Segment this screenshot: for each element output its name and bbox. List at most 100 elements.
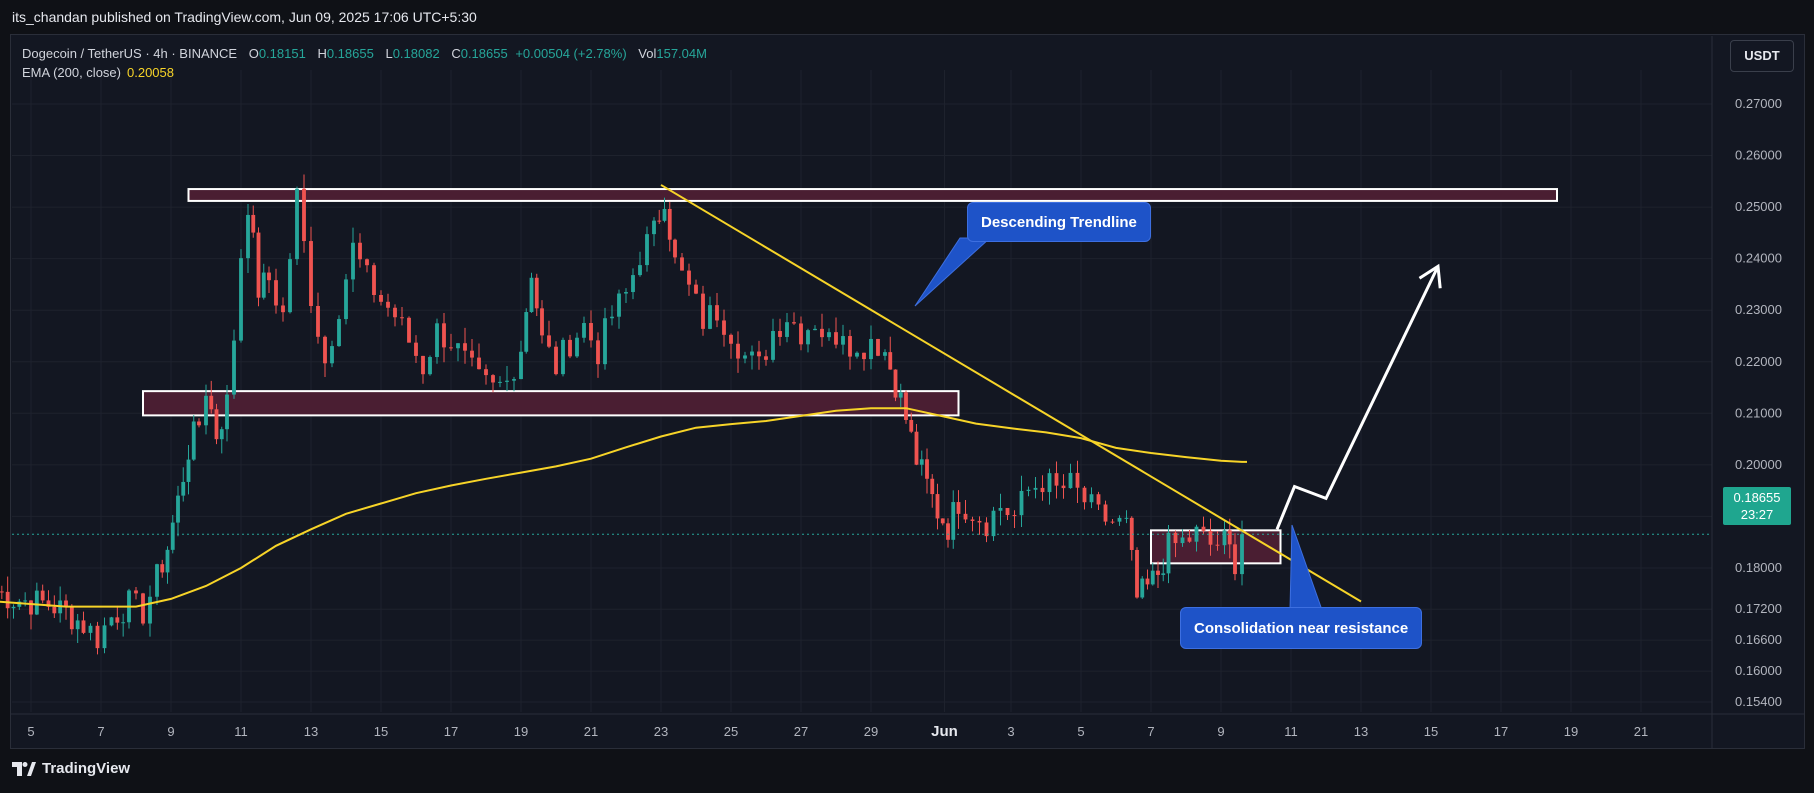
candle-up bbox=[951, 490, 956, 549]
candle-body bbox=[534, 277, 539, 309]
candle-down bbox=[834, 317, 838, 349]
candle-body bbox=[1096, 494, 1101, 505]
callout-descending-trendline[interactable]: Descending Trendline bbox=[967, 202, 1151, 242]
candle-up bbox=[771, 318, 775, 363]
candle-body bbox=[165, 549, 170, 573]
candle-body bbox=[554, 346, 558, 375]
callout-consolidation[interactable]: Consolidation near resistance bbox=[1180, 607, 1423, 649]
candle-down bbox=[470, 339, 474, 367]
candle-down bbox=[1227, 518, 1232, 559]
candle-body bbox=[344, 279, 348, 320]
candle-body bbox=[40, 590, 45, 601]
candle-down bbox=[715, 292, 719, 328]
candle-down bbox=[673, 238, 677, 264]
x-axis: 5 7 9 11 13 15 17 19 21 23 25 27 29 Jun 3 5 7 9 11 13 15 17 19… bbox=[27, 723, 1648, 740]
candle-up bbox=[232, 329, 236, 399]
candle-body bbox=[813, 328, 817, 331]
candle-body bbox=[421, 355, 425, 375]
candle-up bbox=[1150, 562, 1155, 586]
candle-body bbox=[88, 625, 93, 633]
candle-up bbox=[435, 318, 439, 364]
candle-body bbox=[757, 351, 761, 357]
candle-body bbox=[5, 591, 10, 609]
candle-down bbox=[400, 307, 404, 326]
candle-up bbox=[1140, 576, 1145, 599]
candle-down bbox=[81, 611, 86, 635]
candle-body bbox=[505, 380, 509, 382]
y-tick-label: 0.17200 bbox=[1735, 601, 1782, 616]
candle-body bbox=[722, 320, 726, 335]
candle-down bbox=[589, 310, 593, 348]
candle-body bbox=[1129, 517, 1134, 550]
candle-down bbox=[267, 266, 271, 293]
candle-body bbox=[407, 317, 411, 343]
candle-up bbox=[11, 604, 16, 619]
candle-up bbox=[1222, 520, 1227, 555]
candle-body bbox=[170, 522, 175, 550]
candle-up bbox=[1047, 468, 1052, 505]
candle-body bbox=[1012, 515, 1017, 517]
x-tick-label: 19 bbox=[1564, 724, 1578, 739]
candle-body bbox=[1145, 578, 1150, 585]
candle-body bbox=[176, 495, 180, 523]
candle-up bbox=[512, 376, 516, 392]
candle-body bbox=[232, 340, 236, 395]
candle-down bbox=[316, 292, 320, 344]
candle-down bbox=[1187, 530, 1192, 543]
candle-body bbox=[519, 351, 523, 380]
x-tick-label: 9 bbox=[167, 724, 174, 739]
candle-body bbox=[1054, 473, 1059, 486]
candle-up bbox=[75, 613, 80, 644]
x-tick-label: Jun bbox=[931, 723, 958, 740]
candle-body bbox=[778, 331, 782, 337]
callout-pointer-trendline bbox=[914, 237, 992, 307]
candle-body bbox=[743, 355, 747, 359]
y-tick-label: 0.23000 bbox=[1735, 302, 1782, 317]
candle-up bbox=[330, 340, 334, 368]
tradingview-logo[interactable]: TradingView bbox=[12, 760, 130, 777]
candle-body bbox=[219, 429, 224, 440]
candle-body bbox=[316, 306, 320, 337]
y-tick-label: 0.15400 bbox=[1735, 694, 1782, 709]
candle-up bbox=[102, 617, 107, 654]
candle-body bbox=[984, 522, 989, 537]
candle-body bbox=[888, 352, 893, 370]
candle-up bbox=[456, 343, 460, 362]
candle-body bbox=[547, 335, 551, 347]
y-tick-label: 0.20000 bbox=[1735, 457, 1782, 472]
candle-body bbox=[785, 322, 789, 337]
candle-body bbox=[657, 220, 662, 222]
candle-down bbox=[848, 329, 852, 370]
candle-down bbox=[909, 412, 914, 434]
price-chart[interactable]: 0.27000 0.26000 0.25000 0.24000 0.23000 0.220… bbox=[0, 0, 1814, 752]
candle-body bbox=[302, 188, 306, 242]
candle-up bbox=[841, 324, 845, 355]
currency-button[interactable]: USDT bbox=[1730, 40, 1794, 72]
candle-body bbox=[52, 606, 57, 614]
candle-body bbox=[956, 502, 961, 514]
candle-down bbox=[1173, 530, 1178, 558]
candle-up bbox=[351, 227, 355, 293]
candle-up bbox=[652, 217, 656, 247]
candle-body bbox=[806, 330, 810, 345]
candle-down bbox=[484, 364, 488, 385]
candle-body bbox=[46, 600, 51, 607]
y-tick-label: 0.21000 bbox=[1735, 405, 1782, 420]
candle-body bbox=[869, 338, 873, 360]
candle-body bbox=[771, 331, 775, 360]
candle-body bbox=[893, 369, 898, 398]
candle-down bbox=[970, 516, 975, 532]
candle-up bbox=[1117, 515, 1122, 526]
candle-body bbox=[295, 188, 299, 260]
candle-body bbox=[197, 421, 201, 426]
candle-up bbox=[148, 585, 152, 637]
candle-up bbox=[785, 313, 789, 343]
candle-down bbox=[893, 369, 898, 402]
candle-body bbox=[575, 337, 579, 357]
candle-up bbox=[121, 613, 126, 637]
candle-body bbox=[115, 617, 120, 623]
x-tick-label: 29 bbox=[864, 724, 878, 739]
candle-down bbox=[736, 331, 740, 373]
x-tick-label: 3 bbox=[1007, 724, 1014, 739]
candle-down bbox=[379, 290, 383, 306]
